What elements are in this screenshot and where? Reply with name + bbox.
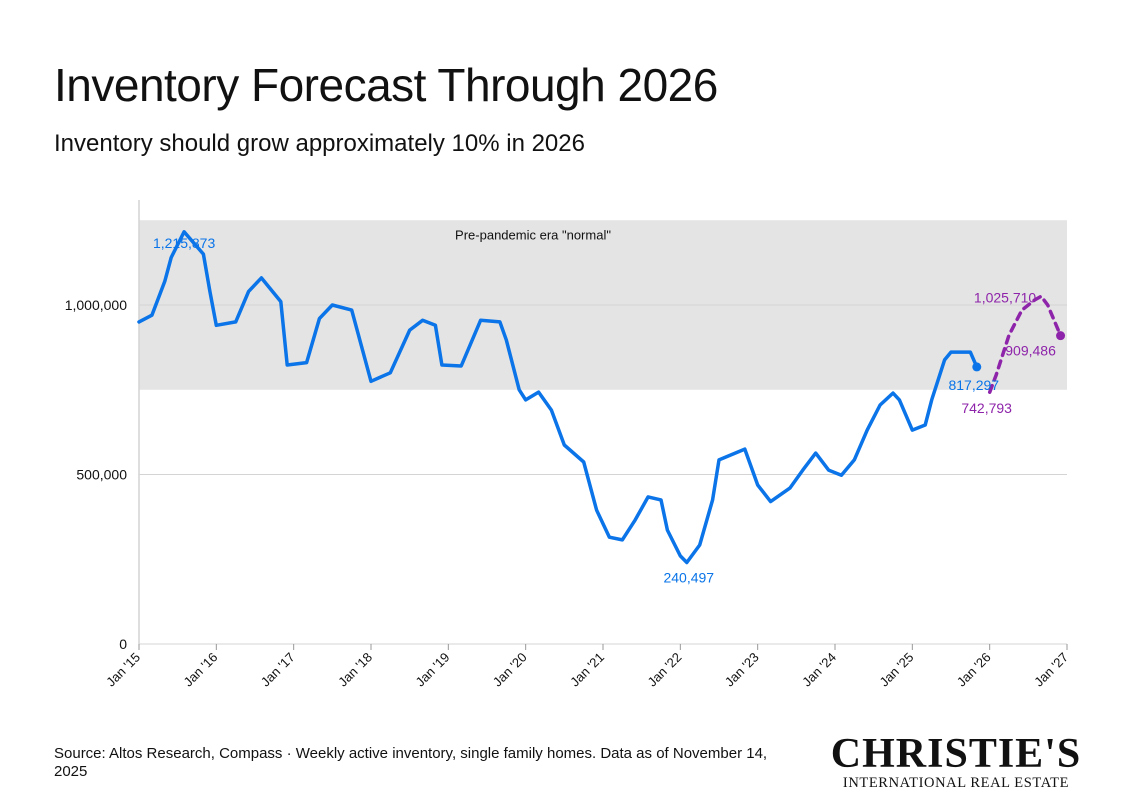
x-tick-label: Jan '24 — [799, 650, 839, 690]
chart-title: Inventory Forecast Through 2026 — [54, 59, 718, 111]
x-tick-label: Jan '17 — [258, 650, 298, 690]
source-note: Source: Altos Research, Compass · Weekly… — [54, 745, 768, 780]
y-tick-label: 500,000 — [76, 467, 127, 483]
x-tick-label: Jan '15 — [103, 650, 143, 690]
inventory-line — [137, 230, 979, 565]
x-tick-label: Jan '26 — [954, 650, 994, 690]
logo-tagline: INTERNATIONAL REAL ESTATE — [842, 775, 1070, 791]
forecast-line — [987, 294, 1063, 394]
series-end-point — [972, 362, 982, 372]
x-tick-label: Jan '23 — [722, 650, 762, 690]
christies-logo: CHRISTIE'S INTERNATIONAL REAL ESTATE — [828, 733, 1084, 792]
y-tick-label: 1,000,000 — [65, 297, 127, 313]
y-tick-label: 0 — [119, 636, 127, 652]
data-label: 1,025,710 — [974, 289, 1036, 305]
x-tick-label: Jan '27 — [1031, 650, 1071, 690]
data-label: 240,497 — [663, 569, 714, 585]
data-label: 742,793 — [961, 400, 1012, 416]
x-tick-label: Jan '19 — [412, 650, 452, 690]
data-label: 817,297 — [948, 377, 999, 393]
data-label: 1,215,873 — [153, 235, 215, 251]
x-tick-label: Jan '21 — [567, 650, 607, 690]
x-tick-label: Jan '25 — [876, 650, 916, 690]
logo-name: CHRISTIE'S — [830, 731, 1082, 777]
x-tick-label: Jan '20 — [490, 650, 530, 690]
data-label: 909,486 — [1005, 343, 1056, 359]
x-tick-label: Jan '16 — [180, 650, 220, 690]
series-end-point — [1056, 331, 1066, 341]
x-tick-label: Jan '18 — [335, 650, 375, 690]
chart-subtitle: Inventory should grow approximately 10% … — [54, 130, 585, 157]
band-label: Pre-pandemic era "normal" — [455, 227, 611, 242]
x-tick-label: Jan '22 — [644, 650, 684, 690]
